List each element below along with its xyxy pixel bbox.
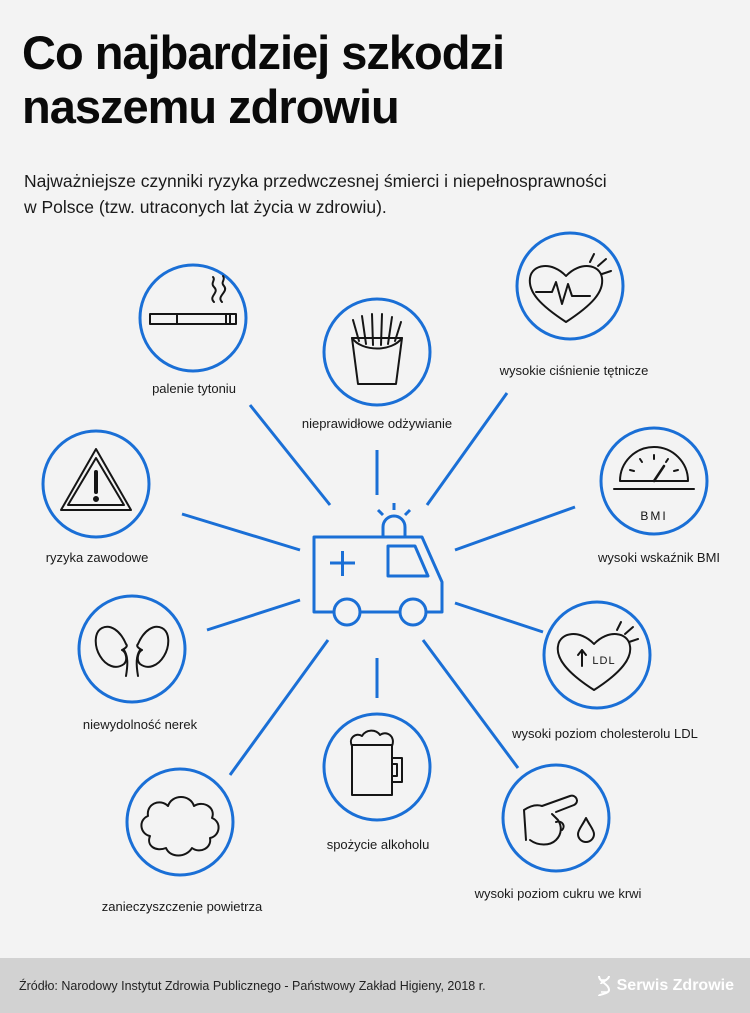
circle-kidneys	[77, 594, 187, 704]
ldl-icon-text: LDL	[592, 655, 615, 667]
connector-bmi	[454, 505, 576, 552]
connector-glucose	[421, 639, 520, 769]
connector-blood-pressure	[425, 392, 509, 506]
beer-mug-icon	[350, 729, 403, 796]
dna-icon	[597, 975, 610, 997]
scale-gauge-icon	[613, 446, 695, 490]
ambulance-icon	[312, 503, 444, 627]
cigarette-icon	[149, 275, 237, 325]
subtitle-line-2: w Polsce (tzw. utraconych lat życia w zd…	[24, 197, 387, 217]
finger-blood-drop-icon	[523, 794, 595, 846]
circle-glucose	[501, 763, 611, 873]
connector-kidneys	[206, 598, 301, 632]
label-smoking: palenie tytoniu	[152, 381, 236, 396]
connector-occupational	[181, 512, 301, 552]
title-line-1: Co najbardziej szkodzi	[22, 26, 505, 79]
circle-pollution	[125, 767, 235, 877]
fries-icon	[351, 313, 403, 385]
circle-smoking	[138, 263, 248, 373]
kidneys-icon	[94, 625, 170, 677]
circle-blood-pressure	[515, 231, 625, 341]
heart-pulse-icon	[528, 253, 612, 323]
circle-alcohol	[322, 712, 432, 822]
source-text: Źródło: Narodowy Instytut Zdrowia Public…	[19, 979, 486, 993]
title-line-2: naszemu zdrowiu	[22, 80, 400, 133]
circle-diet	[322, 297, 432, 407]
icon-circles	[41, 231, 709, 877]
circle-bmi	[599, 426, 709, 536]
page-title: Co najbardziej szkodzi naszemu zdrowiu	[22, 26, 722, 134]
connector-pollution	[228, 639, 330, 776]
label-occupational: ryzyka zawodowe	[45, 550, 149, 565]
subtitle-line-1: Najważniejsze czynniki ryzyka przedwczes…	[24, 171, 607, 191]
connector-cholesterol	[454, 601, 544, 634]
label-pollution: zanieczyszczenie powietrza	[101, 899, 263, 914]
connector-lines	[181, 392, 576, 776]
label-blood-pressure: wysokie ciśnienie tętnicze	[499, 363, 649, 378]
brand-logo[interactable]: Serwis Zdrowie	[596, 973, 734, 999]
label-glucose: wysoki poziom cukru we krwi	[474, 886, 642, 901]
bmi-icon-text: BMI	[640, 509, 667, 523]
connector-smoking	[248, 404, 332, 506]
heart-ldl-icon	[556, 621, 639, 691]
circle-cholesterol	[542, 600, 652, 710]
label-bmi: wysoki wskaźnik BMI	[597, 550, 721, 565]
smog-cloud-icon	[140, 796, 220, 857]
warning-icon	[60, 448, 132, 511]
label-diet: nieprawidłowe odżywianie	[301, 416, 453, 431]
subtitle: Najważniejsze czynniki ryzyka przedwczes…	[24, 168, 724, 220]
risk-factor-diagram: BMI LDL	[41, 231, 709, 877]
label-cholesterol: wysoki poziom cholesterolu LDL	[512, 726, 698, 741]
brand-name: Serwis Zdrowie	[616, 977, 734, 994]
circle-occupational	[41, 429, 151, 539]
footer: Źródło: Narodowy Instytut Zdrowia Public…	[0, 958, 750, 1013]
label-kidneys: niewydolność nerek	[82, 717, 198, 732]
label-alcohol: spożycie alkoholu	[326, 837, 430, 852]
